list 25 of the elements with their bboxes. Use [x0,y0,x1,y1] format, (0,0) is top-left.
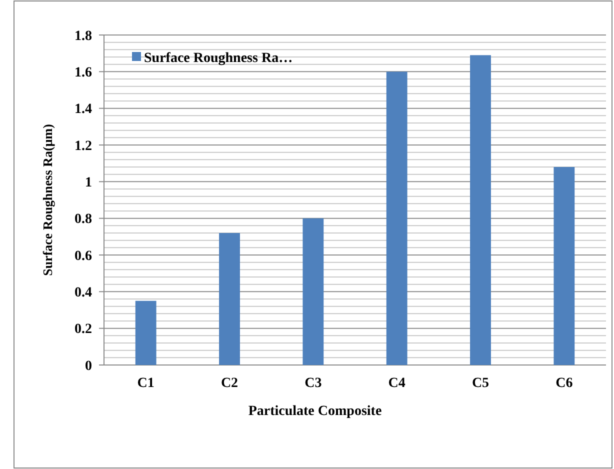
y-tick-label: 1.8 [74,28,92,44]
y-tick-label: 1.2 [74,138,92,154]
legend-label: Surface Roughness Ra… [144,50,293,66]
bar [386,72,408,365]
bar [219,233,240,365]
bar [554,167,575,365]
x-tick-label: C4 [388,376,406,391]
bar [470,55,491,365]
y-tick-label: 1.6 [74,66,92,81]
y-tick-label: 0.6 [74,248,92,264]
y-tick-label: 0 [85,358,92,374]
y-tick-label: 0.8 [74,212,92,228]
y-tick-label: 1.4 [74,102,92,118]
x-tick-label: C6 [556,376,573,391]
bar [302,218,324,365]
x-tick-label: C2 [220,376,238,391]
y-tick-label: 1 [85,176,92,191]
x-tick-label: C5 [472,376,490,391]
x-tick-label: C3 [304,376,322,391]
bar [135,300,156,365]
y-tick-label: 0.2 [74,322,92,338]
x-axis-title: Particulate Composite [248,404,382,419]
y-axis-title: Surface Roughness Ra(μm) [40,124,55,276]
y-tick-label: 0.4 [74,286,92,301]
x-tick-label: C1 [137,376,154,391]
